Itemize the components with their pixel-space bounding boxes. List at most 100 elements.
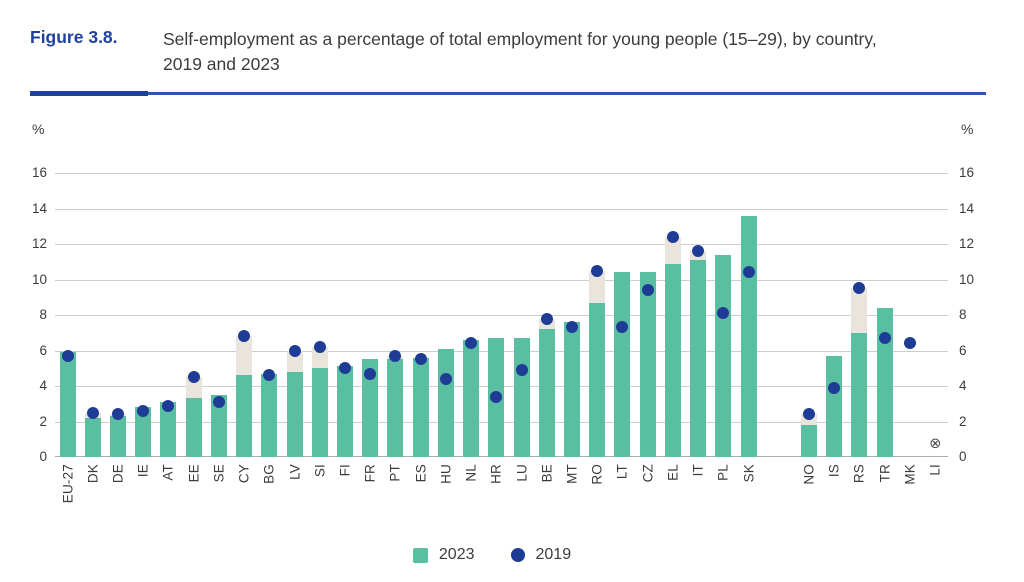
dot-2019-DK <box>86 406 99 419</box>
bars-row: EU-27 DK DE IE AT EE SE CY BG LV SI FI FR PT ES HU NL HR L… <box>55 173 948 503</box>
country-slot-CY: CY <box>232 173 257 483</box>
y-tick-left-2: 2 <box>39 413 47 429</box>
x-label-MK: MK <box>902 464 918 485</box>
country-slot-SI: SI <box>307 173 332 477</box>
y-tick-left-16: 16 <box>31 165 47 180</box>
y-tick-right-10: 10 <box>959 271 975 287</box>
bar-2023-AT <box>160 401 177 457</box>
y-tick-right-2: 2 <box>959 413 967 429</box>
bar-2023-LU <box>513 338 530 457</box>
x-label-NL: NL <box>463 464 479 482</box>
dot-2019-AT <box>162 399 175 412</box>
y-tick-right-8: 8 <box>959 307 967 322</box>
bar-2023-IE <box>135 407 152 457</box>
y-tick-left-8: 8 <box>39 307 47 322</box>
dot-2019-LT <box>616 321 629 334</box>
gridline-14 <box>55 208 948 210</box>
axis-gap <box>761 173 796 457</box>
figure-title-line2: 2019 and 2023 <box>163 54 280 74</box>
x-label-EE: EE <box>186 464 202 483</box>
dot-2019-SK <box>742 266 755 279</box>
dot-2019-LU <box>515 364 528 377</box>
dot-2019-BG <box>263 369 276 382</box>
y-axis-unit-left: % <box>32 121 45 137</box>
y-tick-left-14: 14 <box>31 200 47 216</box>
legend-square-2023-icon <box>412 547 428 563</box>
y-tick-right-14: 14 <box>959 200 975 216</box>
x-label-SI: SI <box>312 464 328 478</box>
x-label-DE: DE <box>110 464 126 484</box>
dot-2019-NO <box>803 408 816 421</box>
y-tick-right-4: 4 <box>959 378 967 393</box>
dot-2019-CY <box>238 330 251 343</box>
country-slot-FI: FI <box>332 173 357 476</box>
dot-2019-MK <box>903 337 916 350</box>
y-tick-left-10: 10 <box>31 271 47 287</box>
country-slot-SK: SK <box>736 173 761 482</box>
country-slot-PT: PT <box>383 173 408 482</box>
dot-2019-CZ <box>641 284 654 297</box>
country-slot-HR: HR <box>484 173 509 484</box>
country-slot-NL: NL <box>459 173 484 482</box>
legend-label-2019: 2019 <box>535 546 572 563</box>
x-label-LI: LI <box>927 464 943 476</box>
bar-2023-NO <box>801 425 818 457</box>
dot-2019-ES <box>414 353 427 366</box>
x-label-FR: FR <box>362 464 378 483</box>
country-slot-FR: FR <box>358 173 383 482</box>
bar-2023-DK <box>84 417 101 457</box>
y-tick-right-0: 0 <box>959 449 967 464</box>
bar-2023-LT <box>614 272 631 457</box>
bar-2023-TR <box>876 307 893 457</box>
x-label-LU: LU <box>514 464 530 482</box>
bar-2023-SK <box>740 215 757 457</box>
x-label-IE: IE <box>135 464 151 478</box>
figure-title: Self-employment as a percentage of total… <box>163 27 923 77</box>
dot-2019-SE <box>212 395 225 408</box>
country-slot-HU: HU <box>433 173 458 484</box>
x-label-BG: BG <box>261 464 277 484</box>
country-slot-ES: ES <box>408 173 433 482</box>
country-slot-EE: EE <box>181 173 206 482</box>
dot-2019-SI <box>313 340 326 353</box>
dot-2019-EL <box>666 230 679 243</box>
header-rule-thin <box>148 92 986 95</box>
bar-2023-HU <box>437 348 454 457</box>
dot-2019-RS <box>853 282 866 295</box>
country-slot-BG: BG <box>257 173 282 484</box>
y-tick-left-12: 12 <box>31 236 47 251</box>
figure-number: Figure 3.8. <box>30 27 118 47</box>
x-label-RS: RS <box>851 464 867 484</box>
y-tick-left-0: 0 <box>39 449 47 464</box>
x-label-SK: SK <box>741 464 757 483</box>
dot-2019-LV <box>288 344 301 357</box>
bar-2023-RO <box>589 302 606 457</box>
country-slot-DK: DK <box>80 173 105 483</box>
legend-item-2019: 2019 <box>510 546 572 564</box>
bar-2023-SI <box>311 368 328 457</box>
dot-2019-FR <box>364 367 377 380</box>
country-slot-IE: IE <box>131 173 156 477</box>
bar-2023-RS <box>851 332 868 457</box>
x-label-FI: FI <box>337 464 353 477</box>
dot-2019-IT <box>692 245 705 258</box>
gridline-8 <box>55 315 948 316</box>
x-label-IS: IS <box>826 464 842 478</box>
gridline-16 <box>55 173 948 174</box>
bar-2023-IS <box>826 355 843 457</box>
bar-2023-FR <box>362 359 379 457</box>
country-slot-EL: EL <box>660 173 685 481</box>
bar-2023-PT <box>387 359 404 457</box>
country-slot-NO: NO <box>796 173 821 485</box>
dot-2019-DE <box>112 408 125 421</box>
bar-2023-CZ <box>639 272 656 457</box>
y-tick-left-4: 4 <box>39 378 47 393</box>
dot-2019-HU <box>439 372 452 385</box>
x-label-AT: AT <box>160 464 176 481</box>
country-slot-PL: PL <box>711 173 736 481</box>
x-label-EL: EL <box>665 464 681 481</box>
country-slot-IS: IS <box>822 173 847 477</box>
legend-label-2023: 2023 <box>438 546 475 563</box>
gridline-12 <box>55 244 948 245</box>
